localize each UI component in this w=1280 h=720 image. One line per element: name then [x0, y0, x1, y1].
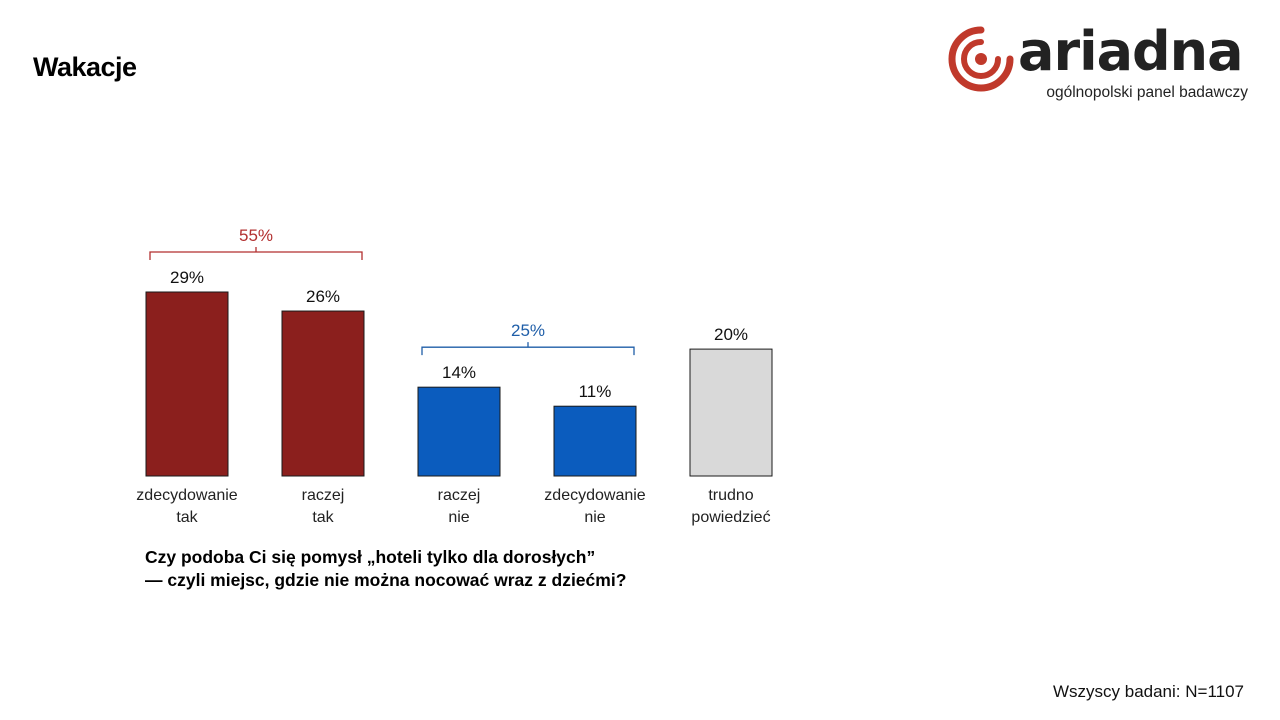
group-label-0: 55% — [239, 226, 273, 245]
sample-size-note: Wszyscy badani: N=1107 — [1052, 682, 1244, 701]
category-label-2-1: nie — [448, 509, 469, 526]
value-label-0: 29% — [170, 268, 204, 287]
category-label-3-1: nie — [584, 509, 605, 526]
question-line-1: Czy podoba Ci się pomysł „hoteli tylko d… — [145, 547, 596, 567]
bar-2 — [417, 386, 501, 477]
category-label-1-0: raczej — [302, 487, 345, 504]
bar-3 — [553, 405, 637, 477]
category-label-3-0: zdecydowanie — [544, 487, 646, 504]
bar-4 — [689, 348, 773, 477]
bar-1 — [281, 310, 365, 477]
value-label-3: 11% — [579, 382, 612, 401]
category-label-4-0: trudno — [708, 487, 753, 504]
brand-logo: ariadna ogólnopolski panel badawczy — [948, 20, 1248, 106]
category-label-0-0: zdecydowanie — [136, 487, 238, 504]
brand-name: ariadna — [1018, 20, 1244, 83]
value-label-2: 14% — [442, 363, 476, 382]
page-title: Wakacje — [33, 52, 137, 82]
category-label-1-1: tak — [312, 509, 334, 526]
survey-question: Czy podoba Ci się pomysł „hoteli tylko d… — [145, 546, 626, 592]
group-bracket-1 — [421, 342, 635, 356]
bar-0 — [145, 291, 229, 477]
group-bracket-0 — [149, 247, 363, 260]
brand-tagline: ogólnopolski panel badawczy — [1046, 84, 1248, 101]
category-label-2-0: raczej — [438, 487, 481, 504]
ariadna-spiral-icon — [948, 26, 1014, 92]
value-label-1: 26% — [306, 287, 340, 306]
question-line-2: — czyli miejsc, gdzie nie można nocować … — [145, 570, 627, 590]
category-label-4-1: powiedzieć — [691, 509, 770, 526]
value-label-4: 20% — [714, 325, 748, 344]
category-label-0-1: tak — [176, 509, 198, 526]
group-label-1: 25% — [511, 321, 545, 340]
